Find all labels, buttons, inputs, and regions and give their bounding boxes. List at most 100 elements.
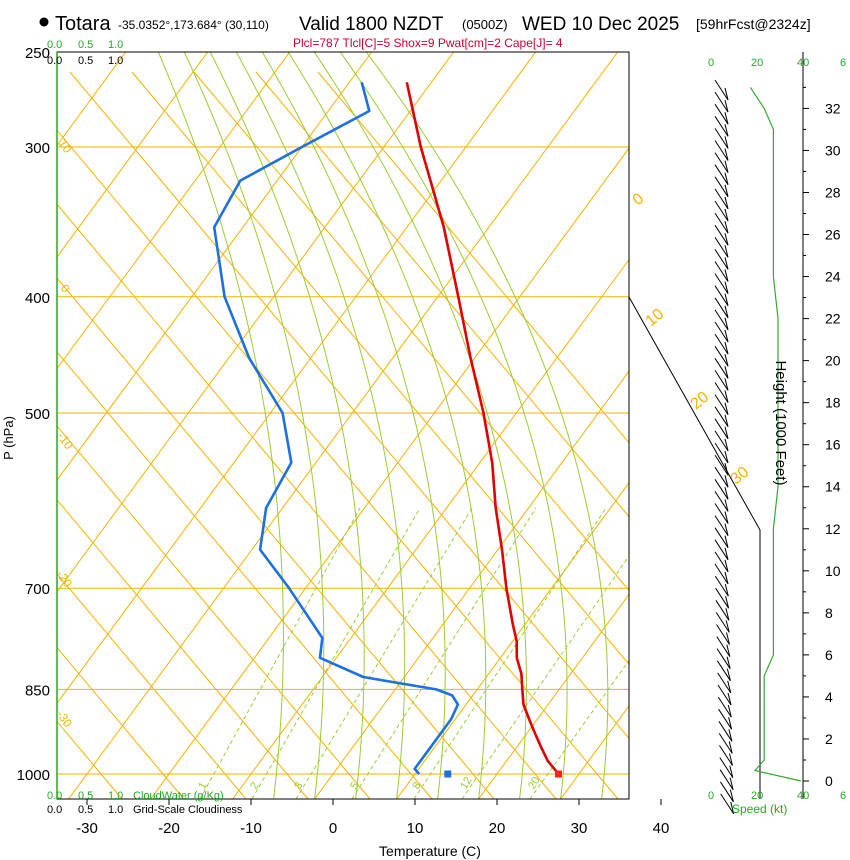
- mixing-ratio-line: [199, 507, 361, 799]
- wind-barb-flag: [724, 535, 729, 548]
- sounding-indices: Plcl=787 Tlcl[C]=5 Shox=9 Pwat[cm]=2 Cap…: [293, 36, 563, 50]
- height-tick-label-14: 14: [825, 479, 841, 495]
- wind-barb-staff: [714, 442, 729, 464]
- dry-adiabat-label-3: 30: [728, 464, 753, 489]
- height-tick-label-18: 18: [825, 395, 841, 411]
- dry-adiabat-label-1: 10: [643, 306, 668, 331]
- speed-bottom-tick-3: 6: [840, 790, 846, 802]
- wind-barb-staff: [720, 793, 735, 815]
- wind-barb-staff: [719, 745, 733, 766]
- dry-adiabat-line: [57, 572, 247, 799]
- height-tick-label-16: 16: [825, 437, 841, 453]
- wind-barb-staff: [716, 648, 731, 669]
- dry-adiabat-line: [57, 277, 495, 799]
- wind-barb-staff: [714, 333, 729, 355]
- wind-barb-staff: [714, 479, 729, 500]
- cloudiness-bottom-tick-1: 0.5: [78, 804, 93, 816]
- wind-barb-flag: [724, 220, 729, 234]
- speed-label: Speed (kt): [732, 802, 787, 816]
- forecast-info: [59hrFcst@2324z]: [696, 16, 811, 32]
- wind-barb-staff: [714, 140, 729, 161]
- x-tick-label-30: 30: [571, 820, 588, 837]
- wind-barb-flag: [724, 257, 729, 270]
- wind-barb-flag: [724, 402, 729, 415]
- wind-barb-flag: [725, 608, 730, 621]
- wind-barb-staff: [714, 466, 729, 488]
- mixing-ratio-label-5: 12: [458, 775, 475, 792]
- wind-barb-staff: [714, 188, 729, 210]
- height-tick-label-32: 32: [825, 100, 841, 116]
- wind-barb-flag: [724, 366, 729, 379]
- wind-barb-flag: [724, 329, 729, 343]
- moist-adiabat-line: [287, 52, 487, 799]
- wind-barb-flag: [724, 293, 729, 306]
- cloudwater-top-tick-2: 1.0: [108, 39, 123, 51]
- wind-barb-flag: [724, 208, 729, 222]
- wind-barb-flag: [724, 378, 729, 391]
- height-tick-label-0: 0: [825, 773, 833, 789]
- cloudiness-top-tick-2: 1.0: [108, 55, 123, 67]
- isotherm-line: [57, 52, 209, 258]
- cloudiness-top-tick-1: 0.5: [78, 55, 93, 67]
- dry-adiabat-line: [57, 203, 557, 799]
- wind-barb-staff: [719, 757, 734, 778]
- wind-barb-flag: [724, 172, 729, 185]
- pressure-label-400: 400: [25, 290, 50, 307]
- surface-temperature-marker: [555, 770, 562, 778]
- wind-barb-flag: [724, 160, 729, 173]
- wind-barb-flag: [729, 765, 734, 778]
- wind-barb-staff: [717, 672, 732, 694]
- wind-barb-flag: [725, 596, 730, 609]
- wind-barb-flag: [724, 450, 729, 464]
- dry-adiabat-line: [193, 71, 629, 592]
- wind-barb-flag: [726, 668, 731, 681]
- dry-adiabat-line: [69, 71, 629, 739]
- wind-barb-flag: [724, 87, 729, 101]
- wind-barb-flag: [727, 680, 732, 694]
- isotherm-line: [57, 52, 455, 593]
- wind-barb-flag: [726, 644, 731, 657]
- valid-date: WED 10 Dec 2025: [522, 14, 679, 35]
- cloudwater-bottom-tick-2: 1.0: [108, 790, 123, 802]
- mixing-ratio-line: [413, 507, 607, 799]
- wind-barb-flag: [727, 692, 732, 706]
- wind-barb-flag: [729, 789, 734, 802]
- isotherm-line: [57, 52, 291, 370]
- x-tick-label-20: 20: [489, 820, 506, 837]
- wind-barb-staff: [714, 382, 729, 403]
- moist-adiabat-label-0: 10: [56, 137, 75, 156]
- height-region-edge: [628, 52, 761, 799]
- dry-adiabat-line: [57, 129, 619, 799]
- dry-adiabat-line: [57, 646, 185, 799]
- cloudwater-bottom-tick-0: 0.0: [47, 790, 62, 802]
- wind-barb-flag: [725, 620, 730, 633]
- x-axis-title: Temperature (C): [379, 843, 481, 859]
- pressure-label-500: 500: [25, 406, 50, 423]
- wind-barb-flag: [726, 632, 730, 645]
- height-tick-label-2: 2: [825, 731, 833, 747]
- wind-barb-staff: [714, 551, 729, 573]
- isotherm-line: [57, 52, 537, 705]
- moist-adiabat-line: [157, 52, 284, 799]
- mixing-ratio-label-4: 8: [410, 780, 423, 791]
- valid-time: Valid 1800 NZDT: [299, 14, 444, 35]
- wind-barb-flag: [724, 571, 729, 585]
- height-tick-label-24: 24: [825, 269, 841, 285]
- wind-barb-staff: [714, 370, 729, 391]
- wind-barb-flag: [724, 305, 729, 318]
- wind-barb-staff: [714, 394, 729, 415]
- wind-barb-staff: [719, 781, 734, 803]
- wind-barb-staff: [714, 491, 729, 512]
- wind-barb-staff: [714, 128, 729, 149]
- wind-barb-flag: [724, 317, 729, 331]
- wind-barb-flag: [729, 777, 734, 790]
- wind-barb-staff: [714, 575, 729, 597]
- cloudwater-top-tick-0: 0.0: [47, 39, 62, 51]
- mixing-ratio-label-0: 1: [196, 780, 209, 791]
- height-tick-label-20: 20: [825, 353, 841, 369]
- moist-adiabat-line: [261, 52, 446, 799]
- mixing-ratio-label-2: 3: [292, 780, 305, 791]
- wind-barb-staff: [714, 406, 729, 427]
- speed-bottom-tick-1: 20: [751, 790, 763, 802]
